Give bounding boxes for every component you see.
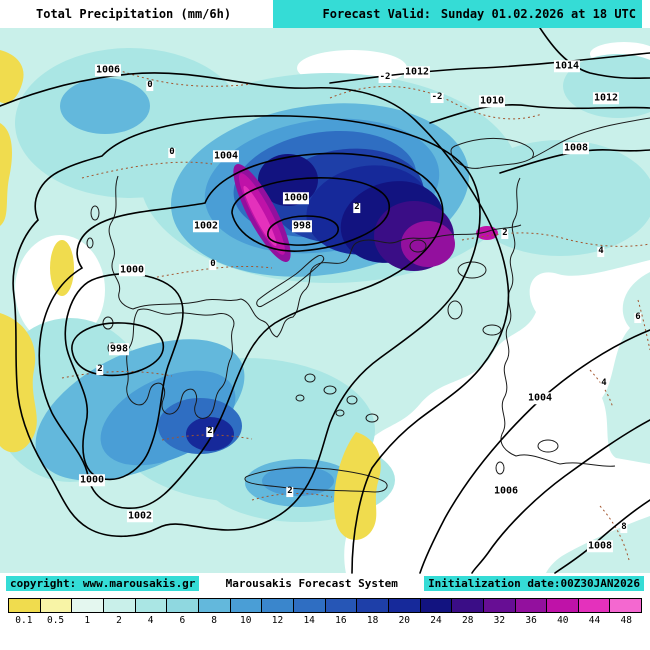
legend-color-0.5 [39,599,72,612]
map-title: Total Precipitation (mm/6h) [36,7,232,21]
legend-color-40 [546,599,578,612]
legend-label-4: 4 [147,615,154,626]
legend-color-18 [356,599,388,612]
legend-value-labels: 0.1 0.5 1 2 4 6 8 10 12 14 16 18 20 24 28 32 36 40 44 48 [8,613,642,626]
legend-label-8: 8 [211,615,217,626]
legend-label-32: 32 [493,615,506,626]
legend-label-20: 20 [398,615,411,626]
system-name: Marousakis Forecast System [221,576,402,591]
legend-color-6 [166,599,198,612]
legend-label-24: 24 [430,615,442,626]
legend-label-14: 14 [303,615,315,626]
legend-label-12: 12 [271,615,284,626]
legend-label-2: 2 [116,615,122,626]
legend-color-28 [451,599,483,612]
legend-color-0.1 [9,599,40,612]
legend-label-40: 40 [557,615,569,626]
forecast-map-svg [0,28,650,574]
legend-color-1 [71,599,103,612]
legend-color-36 [514,599,547,612]
legend-color-20 [387,599,420,612]
legend-color-12 [261,599,293,612]
legend-color-8 [197,599,230,612]
legend-color-24 [419,599,452,612]
legend-color-48 [609,599,642,612]
forecast-map: 1006 1004 1000 998 1002 1000 998 1000 1002 1012 10… [0,28,650,574]
legend-color-14 [292,599,325,612]
legend-label-44: 44 [588,615,601,626]
copyright-text: copyright: www.marousakis.gr [6,576,200,591]
legend-label-48: 48 [620,615,632,626]
legend-label-36: 36 [525,615,537,626]
legend-color-32 [482,599,515,612]
legend-color-10 [229,599,262,612]
legend-label-0.1: 0.1 [15,615,33,626]
initialization-date: Initialization date:00Z30JAN2026 [424,576,644,591]
legend-label-1: 1 [84,615,91,626]
header: Total Precipitation (mm/6h) Forecast Val… [0,0,650,38]
legend-color-bar [8,598,642,613]
legend-label-0.5: 0.5 [46,615,65,626]
precipitation-field [0,28,650,574]
forecast-valid-label: Forecast Valid: [322,7,431,21]
forecast-valid-value: Sunday 01.02.2026 at 18 UTC [440,7,636,21]
legend-label-16: 16 [335,615,347,626]
legend-color-44 [577,599,610,612]
legend-label-6: 6 [179,615,186,626]
legend-color-16 [324,599,357,612]
legend-label-10: 10 [240,615,252,626]
precipitation-legend: 0.1 0.5 1 2 4 6 8 10 12 14 16 18 20 24 28 32 36 40 44 48 [0,593,650,626]
legend-color-4 [134,599,167,612]
legend-color-2 [102,599,135,612]
legend-label-28: 28 [461,615,474,626]
legend-label-18: 18 [366,615,379,626]
isobars [0,28,650,574]
footer: copyright: www.marousakis.gr Marousakis … [0,574,650,593]
